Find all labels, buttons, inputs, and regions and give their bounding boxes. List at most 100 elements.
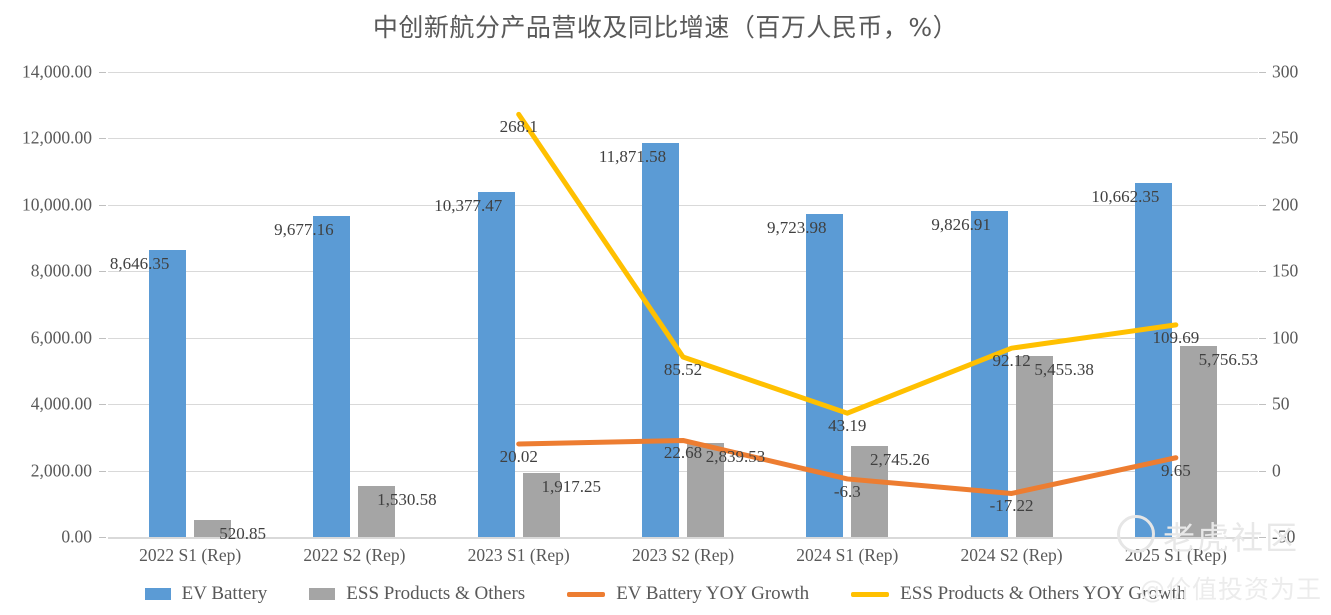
y-axis-right-tick-label: 250 — [1272, 127, 1299, 148]
y-axis-left-tick-mark — [99, 138, 106, 140]
legend-label: EV Battery YOY Growth — [616, 583, 810, 604]
legend-line-swatch — [567, 591, 606, 597]
y-axis-right-tick-mark — [1259, 404, 1266, 406]
data-label: 5,455.38 — [1034, 359, 1094, 379]
legend-item[interactable]: ESS Products & Others YOY Growth — [851, 583, 1186, 605]
y-axis-right-tick-mark — [1259, 537, 1266, 538]
y-axis-right-tick-label: 100 — [1272, 327, 1299, 348]
legend-item[interactable]: EV Battery — [144, 583, 268, 605]
y-axis-right-tick-label: 50 — [1272, 393, 1290, 414]
gridline — [108, 337, 1258, 339]
line-series-group — [516, 111, 1179, 496]
gridline — [108, 470, 1258, 472]
line-ess-yoy[interactable] — [516, 111, 1179, 416]
gridline — [108, 271, 1258, 273]
data-label: 2,745.26 — [870, 449, 930, 469]
x-axis-tick-label: 2024 S1 (Rep) — [796, 545, 899, 565]
y-axis-left-tick-mark — [99, 271, 106, 273]
y-axis-right-tick-label: 300 — [1272, 61, 1299, 82]
y-axis-left-tick-mark — [99, 537, 106, 538]
data-label: -17.22 — [989, 496, 1034, 516]
line-ev-yoy[interactable] — [516, 437, 1179, 496]
plot-area: 8,646.35 9,677.16 10,377.47 11,871.58 9,723.… — [108, 72, 1259, 543]
y-axis-right-tick-mark — [1259, 138, 1266, 140]
y-axis-right-tick-label: 0 — [1272, 460, 1281, 481]
x-axis-tick-label: 2023 S1 (Rep) — [467, 545, 570, 565]
y-axis-left-tick-label: 6,000.00 — [30, 327, 92, 348]
y-axis-left-tick-mark — [99, 404, 106, 406]
bar-ev-battery[interactable] — [806, 214, 844, 537]
data-label: 10,377.47 — [434, 196, 503, 216]
x-axis-tick-label: 2024 S2 (Rep) — [960, 545, 1063, 565]
chart-legend: EV Battery ESS Products & Others EV Batter… — [0, 583, 1331, 605]
legend-item[interactable]: EV Battery YOY Growth — [567, 583, 809, 605]
legend-item[interactable]: ESS Products & Others — [309, 583, 525, 605]
data-label: 1,530.58 — [377, 490, 437, 510]
data-label: 520.85 — [219, 523, 267, 543]
bar-ev-battery[interactable] — [477, 192, 515, 537]
data-label: 9,723.98 — [767, 218, 827, 238]
bar-ev-battery[interactable] — [970, 210, 1008, 537]
y-axis-right-tick-label: -50 — [1272, 526, 1296, 547]
legend-label: ESS Products & Others — [346, 583, 526, 604]
bar-ess-products[interactable] — [851, 445, 889, 537]
y-axis-left-tick-mark — [99, 470, 106, 472]
bar-ess-products[interactable] — [522, 473, 560, 537]
gridline — [108, 537, 1258, 539]
bar-ev-battery[interactable] — [1134, 182, 1172, 537]
bar-ev-battery[interactable] — [149, 249, 187, 537]
bar-ess-products[interactable] — [358, 486, 396, 537]
y-axis-right-tick-mark — [1259, 204, 1266, 206]
data-label: -6.3 — [833, 481, 861, 501]
y-axis-left-tick-label: 8,000.00 — [30, 260, 92, 281]
y-axis-right-tick-mark — [1259, 72, 1266, 73]
data-label: 2,839.53 — [705, 446, 766, 466]
data-label: 9,677.16 — [274, 219, 334, 239]
legend-label: ESS Products & Others YOY Growth — [900, 583, 1187, 604]
bar-ess-products[interactable] — [1179, 345, 1217, 537]
legend-line-swatch — [851, 591, 890, 597]
data-label: 5,756.53 — [1198, 349, 1259, 369]
bar-ev-battery[interactable] — [313, 215, 351, 537]
gridline — [108, 404, 1258, 406]
gridline — [108, 204, 1258, 206]
data-label: 109.69 — [1152, 327, 1200, 347]
y-axis-right-tick-label: 200 — [1272, 194, 1299, 215]
y-axis-left-tick-mark — [99, 204, 106, 206]
data-label: 8,646.35 — [109, 253, 170, 273]
y-axis-left-tick-mark — [99, 72, 106, 73]
legend-label: EV Battery — [181, 583, 268, 604]
data-label: 20.02 — [499, 446, 538, 466]
data-label: 1,917.25 — [541, 477, 601, 497]
bar-ess-products[interactable] — [194, 519, 232, 537]
y-axis-right-tick-mark — [1259, 337, 1266, 339]
data-label: 9.65 — [1160, 460, 1191, 480]
y-axis-left-tick-label: 12,000.00 — [22, 127, 92, 148]
y-axis-left-tick-label: 0.00 — [61, 526, 92, 547]
x-axis-tick-label: 2022 S2 (Rep) — [303, 545, 406, 565]
gridline — [108, 138, 1258, 140]
data-label: 11,871.58 — [598, 146, 667, 166]
legend-bar-swatch — [309, 588, 336, 600]
y-axis-left-tick-label: 2,000.00 — [30, 460, 92, 481]
y-axis-right-tick-label: 150 — [1272, 260, 1299, 281]
bar-ess-products[interactable] — [1015, 355, 1053, 537]
chart-title: 中创新航分产品营收及同比增速（百万人民币，%） — [372, 13, 959, 42]
bar-ess-products[interactable] — [687, 442, 724, 537]
data-label: 268.1 — [499, 117, 538, 137]
x-axis-tick-label: 2022 S1 (Rep) — [139, 545, 242, 565]
gridline — [108, 72, 1258, 73]
data-label: 92.12 — [992, 351, 1031, 371]
legend-bar-swatch — [144, 588, 171, 600]
y-axis-left-tick-label: 10,000.00 — [22, 194, 92, 215]
y-axis-left-tick-label: 4,000.00 — [30, 393, 92, 414]
data-label: 43.19 — [828, 416, 867, 436]
y-axis-right-tick-mark — [1259, 271, 1266, 273]
data-label: 22.68 — [663, 443, 703, 463]
x-axis-tick-label: 2023 S2 (Rep) — [631, 545, 735, 565]
y-axis-left-tick-label: 14,000.00 — [22, 61, 92, 82]
data-label: 85.52 — [663, 359, 703, 379]
x-axis-tick-label: 2025 S1 (Rep) — [1124, 545, 1227, 565]
data-label: 9,826.91 — [931, 214, 991, 234]
